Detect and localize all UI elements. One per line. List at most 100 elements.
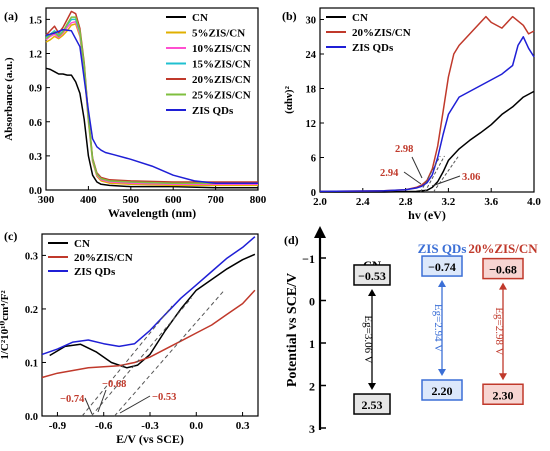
panel-a: (a) 300 400 500 600 700 800 0.0 0.3 0.6 0.9 1.2 1.5 W…: [3, 7, 267, 220]
annotation-arrow: [431, 175, 461, 187]
flatband-value: −0.74: [60, 394, 85, 405]
y-tick-label: 0.2: [25, 305, 38, 316]
y-axis-label: Absorbance (a.u.): [3, 57, 15, 141]
x-tick-label: -0.6: [95, 420, 113, 432]
y-tick-label: 0.0: [25, 412, 38, 423]
cb-box: [353, 264, 391, 286]
cb-value: −0.68: [489, 263, 517, 277]
panel-label: (b): [282, 9, 297, 23]
legend-entry: ZIS QDs: [74, 266, 116, 278]
x-tick-label: 800: [250, 194, 267, 206]
y-tick-label: 0.3: [25, 251, 38, 262]
legend-entry: CN: [74, 238, 90, 250]
legend-entry: CN: [192, 12, 208, 24]
series-line-25-zis-cn: [45, 16, 258, 184]
x-tick-label: 300: [38, 194, 55, 206]
arrowhead: [438, 280, 446, 288]
arrowhead: [368, 383, 376, 391]
annotation-arrow: [403, 171, 422, 185]
y-tick-label: 0: [309, 295, 315, 309]
x-axis-label: Wavelength (nm): [108, 206, 196, 220]
x-tick-label: -0.3: [141, 420, 159, 432]
x-tick-label: 0.0: [189, 420, 203, 432]
cb-box: [482, 257, 524, 280]
vb-box: [482, 383, 524, 405]
legend-entry: 20%ZIS/CN: [352, 27, 411, 39]
flatband-value: −0.53: [152, 392, 176, 403]
material-name: 20%ZIS/CN: [468, 241, 538, 256]
y-tick-label: 3: [309, 422, 315, 436]
panel-label: (c): [4, 229, 17, 243]
cb-value: −0.74: [428, 260, 456, 274]
vb-value: 2.20: [432, 384, 453, 398]
y-tick-label: 1.5: [29, 15, 42, 26]
series-line-20-zis-cn: [41, 289, 256, 379]
tangent-line: [90, 297, 192, 417]
x-tick-label: 700: [207, 194, 224, 206]
annotation-arrow: [84, 397, 93, 415]
y-tick-label: 0.0: [29, 186, 42, 197]
plot-frame: [45, 7, 259, 191]
bandgap-label: Eg=2.98 V: [493, 307, 505, 355]
annotation-arrow: [119, 395, 151, 414]
vb-value: 2.30: [493, 388, 514, 402]
y-tick-label: 6: [311, 154, 316, 165]
vb-box: [421, 379, 463, 401]
arrowhead: [438, 369, 446, 376]
x-axis-label: hv (eV): [408, 208, 446, 222]
x-tick-label: 3.6: [484, 196, 498, 208]
tangent-line: [81, 305, 173, 417]
legend-entry: ZIS QDs: [352, 42, 394, 54]
legend-entry: 15%ZIS/CN: [192, 59, 251, 71]
cb-box: [421, 255, 463, 277]
x-tick-label: 600: [165, 194, 182, 206]
x-tick-label: 3.2: [442, 196, 456, 208]
y-tick-label: 30: [306, 16, 317, 27]
legend-entry: 20%ZIS/CN: [74, 252, 133, 264]
legend-entry: CN: [352, 12, 368, 24]
material-name: ZIS QDs: [418, 241, 467, 256]
y-tick-label: 0.3: [29, 152, 42, 163]
y-tick-label: 0: [311, 188, 316, 199]
bandgap-label: Eg=3.06 V: [362, 315, 374, 363]
series-line-cn: [320, 90, 535, 193]
x-tick-label: 2.0: [313, 196, 327, 208]
flatband-value: −0.68: [102, 379, 126, 390]
bandgap-value: 2.94: [380, 168, 399, 179]
x-tick-label: 400: [80, 194, 97, 206]
legend-entry: ZIS QDs: [192, 105, 234, 117]
bandgap-value: 2.98: [395, 144, 413, 155]
axis-arrowhead: [314, 226, 326, 238]
y-tick-label: 1: [309, 337, 315, 351]
annotation-arrow: [97, 389, 107, 413]
y-tick-label: 2: [309, 380, 315, 394]
x-tick-label: 4.0: [527, 196, 541, 208]
tangent-line: [433, 155, 460, 193]
panel-label: (d): [284, 233, 299, 247]
y-tick-label: 0.1: [25, 358, 38, 369]
y-axis-label: Potential vs SCE/V: [285, 273, 300, 387]
tangent-line: [420, 155, 441, 193]
arrowhead: [499, 373, 507, 381]
x-tick-label: 2.8: [399, 196, 413, 208]
bandgap-value: 3.06: [462, 172, 480, 183]
series-line-zis-qds: [45, 28, 258, 184]
y-tick-label: 12: [306, 119, 317, 130]
series-line-zis-qds: [41, 236, 256, 356]
x-axis-label: E/V (vs SCE): [116, 432, 184, 446]
cb-value: −0.53: [358, 269, 386, 283]
panel-label: (a): [4, 9, 18, 23]
series-line-cn: [45, 67, 258, 189]
x-tick-label: 2.4: [356, 196, 370, 208]
vb-value: 2.53: [362, 398, 383, 412]
series-line-20-zis-cn: [319, 15, 535, 193]
x-tick-label: 0.3: [236, 420, 250, 432]
x-tick-label: 500: [123, 194, 140, 206]
bandgap-label: Eg=2.94 V: [432, 304, 444, 352]
legend-entry: 20%ZIS/CN: [192, 74, 251, 86]
arrowhead: [368, 288, 376, 296]
plot-frame: [319, 7, 535, 193]
series-line-zis-qds: [319, 36, 535, 193]
